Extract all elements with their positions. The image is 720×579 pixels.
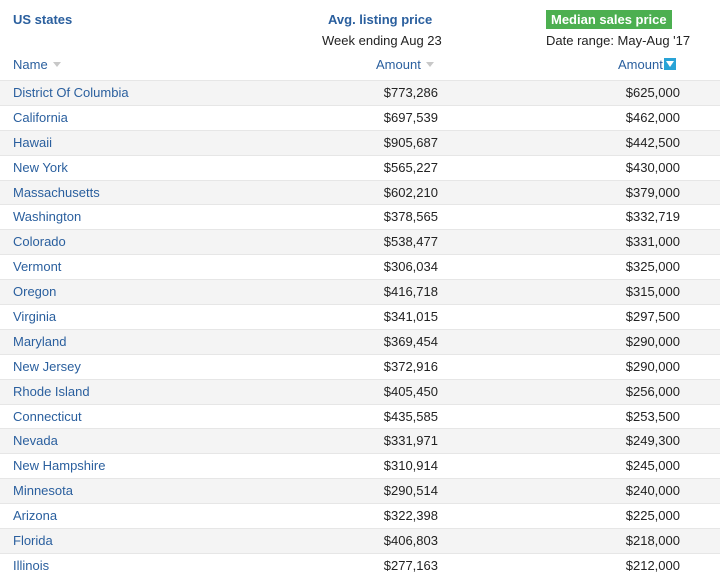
state-name-link[interactable]: California [13,109,68,125]
table-row: New Hampshire $310,914 $245,000 [0,453,720,479]
states-table-body: District Of Columbia $773,286 $625,000 Cali… [0,80,720,578]
table-row: Vermont $306,034 $325,000 [0,254,720,280]
avg-listing-price-value: $697,539 [383,109,438,125]
median-sales-price-value: $297,500 [625,309,680,325]
table-row: California $697,539 $462,000 [0,104,720,130]
state-name-link[interactable]: Nevada [13,433,58,449]
median-sales-price-value: $332,719 [625,209,680,225]
table-row: New York $565,227 $430,000 [0,154,720,180]
median-sales-price-value: $249,300 [625,433,680,449]
avg-listing-price-value: $405,450 [383,383,438,399]
avg-listing-price-value: $369,454 [383,333,438,349]
table-row: Virginia $341,015 $297,500 [0,304,720,329]
median-sales-price-value: $290,000 [625,333,680,349]
state-name-link[interactable]: New Jersey [13,358,81,374]
avg-listing-price-value: $565,227 [383,159,438,175]
median-sales-price-subtitle: Date range: May-Aug '17 [546,33,691,48]
state-name-link[interactable]: Massachusetts [13,184,100,200]
median-sales-price-value: $240,000 [625,483,680,499]
state-name-link[interactable]: Connecticut [13,408,82,424]
sort-descending-icon[interactable] [663,58,676,70]
state-name-link[interactable]: Virginia [13,309,57,325]
avg-listing-price-value: $372,916 [383,358,438,374]
table-row: Rhode Island $405,450 $256,000 [0,378,720,404]
avg-listing-price-subtitle: Week ending Aug 23 [322,33,442,48]
avg-listing-price-value: $341,015 [383,309,438,325]
name-column-label[interactable]: Name [13,57,48,72]
avg-listing-price-value: $306,034 [383,259,438,275]
avg-listing-price-value: $277,163 [383,557,438,573]
us-states-heading: US states [13,12,73,27]
avg-listing-price-value: $538,477 [383,234,438,250]
sort-by-name[interactable]: Name [13,57,61,72]
median-sales-price-value: $430,000 [625,159,680,175]
table-row: District Of Columbia $773,286 $625,000 [0,80,720,105]
table-row: Florida $406,803 $218,000 [0,528,720,553]
table-row: Hawaii $905,687 $442,500 [0,129,720,155]
avg-listing-price-value: $378,565 [383,209,438,225]
median-sales-price-value: $462,000 [625,109,680,125]
median-sales-price-value: $315,000 [625,284,680,300]
avg-listing-price-value: $416,718 [383,284,438,300]
state-name-link[interactable]: New York [13,159,68,175]
avg-listing-price-value: $290,514 [383,483,438,499]
avg-listing-price-value: $310,914 [383,458,438,474]
table-row: Colorado $538,477 $331,000 [0,229,720,255]
avg-listing-price-value: $905,687 [383,134,438,150]
table-row: Connecticut $435,585 $253,500 [0,403,720,429]
sort-by-sales-amount[interactable]: Amount [618,57,676,72]
avg-listing-price-value: $331,971 [383,433,438,449]
state-name-link[interactable]: Washington [13,209,82,225]
table-row: Oregon $416,718 $315,000 [0,279,720,305]
state-name-link[interactable]: Rhode Island [13,383,90,399]
state-name-link[interactable]: Florida [13,533,53,549]
state-name-link[interactable]: Illinois [13,557,50,573]
table-row: New Jersey $372,916 $290,000 [0,353,720,379]
state-name-link[interactable]: Maryland [13,333,67,349]
listing-amount-column-label[interactable]: Amount [376,57,421,72]
table-row: Arizona $322,398 $225,000 [0,503,720,529]
state-name-link[interactable]: New Hampshire [13,458,106,474]
median-sales-price-value: $253,500 [625,408,680,424]
sort-by-listing-amount[interactable]: Amount [376,57,434,72]
table-row: Washington $378,565 $332,719 [0,204,720,230]
table-row: Maryland $369,454 $290,000 [0,328,720,354]
sort-caret-icon[interactable] [52,62,61,67]
avg-listing-price-value: $406,803 [383,533,438,549]
state-name-link[interactable]: Oregon [13,284,57,300]
state-name-link[interactable]: Arizona [13,508,58,524]
avg-listing-price-value: $322,398 [383,508,438,524]
avg-listing-price-value: $602,210 [383,184,438,200]
median-sales-price-value: $212,000 [625,557,680,573]
state-name-link[interactable]: Minnesota [13,483,73,499]
state-name-link[interactable]: Colorado [13,234,66,250]
state-name-link[interactable]: Hawaii [13,134,53,150]
median-sales-price-value: $442,500 [625,134,680,150]
median-sales-price-value: $256,000 [625,383,680,399]
avg-listing-price-heading: Avg. listing price [328,12,433,27]
median-sales-price-value: $625,000 [625,85,680,100]
table-row: Illinois $277,163 $212,000 [0,552,720,578]
median-sales-price-value: $218,000 [625,533,680,549]
median-sales-price-value: $325,000 [625,259,680,275]
sort-caret-icon[interactable] [425,62,434,67]
state-name-link[interactable]: Vermont [13,259,62,275]
table-row: Nevada $331,971 $249,300 [0,428,720,454]
table-row: Minnesota $290,514 $240,000 [0,478,720,504]
avg-listing-price-value: $435,585 [383,408,438,424]
median-sales-price-value: $225,000 [625,508,680,524]
median-sales-price-value: $245,000 [625,458,680,474]
median-sales-price-value: $379,000 [625,184,680,200]
median-sales-price-badge: Median sales price [546,10,672,29]
median-sales-price-value: $331,000 [625,234,680,250]
table-row: Massachusetts $602,210 $379,000 [0,179,720,205]
median-sales-price-value: $290,000 [625,358,680,374]
sales-amount-column-label[interactable]: Amount [618,57,663,72]
state-name-link[interactable]: District Of Columbia [13,85,129,100]
avg-listing-price-value: $773,286 [383,85,438,100]
